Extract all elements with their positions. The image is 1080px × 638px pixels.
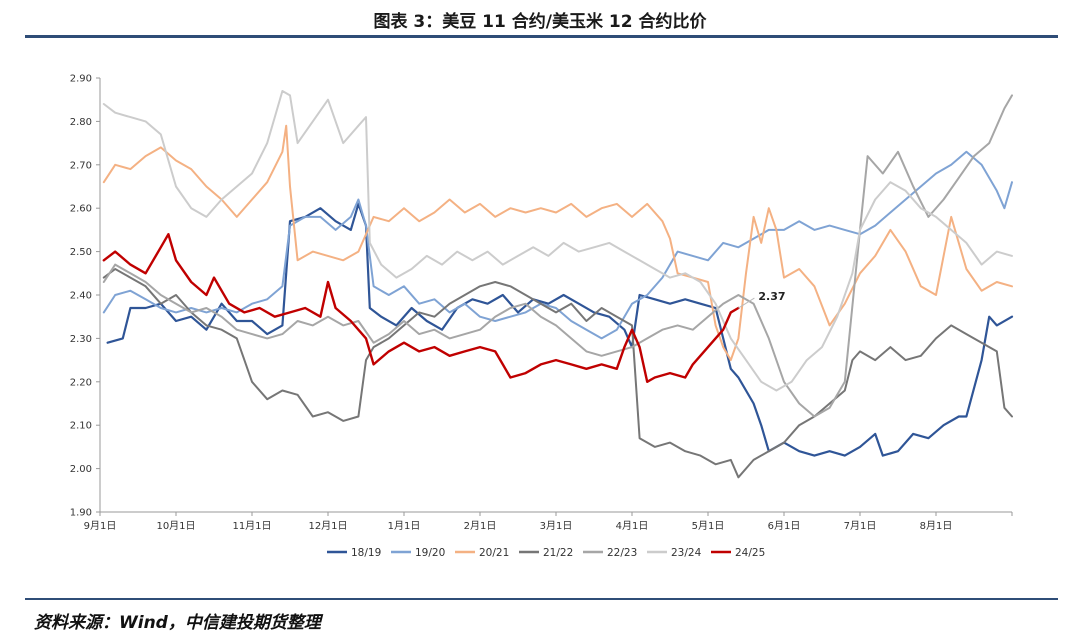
chart-axes: 1.90 2.00 2.10 2.20 2.30 2.40 2.50 2.60 2.70 2.80… [70,74,1013,532]
legend-label: 24/25 [735,547,765,559]
annotation-label: 2.37 [758,290,785,303]
x-tick-label: 11月1日 [232,520,271,532]
legend-label: 23/24 [671,547,702,559]
legend-label: 21/22 [543,547,573,559]
x-tick-label: 3月1日 [540,520,573,532]
series-line-19-20 [102,150,1013,340]
legend-label: 20/21 [479,547,509,559]
y-tick-label: 2.60 [70,204,92,215]
y-tick-label: 2.00 [70,464,92,475]
series-line-18-19 [106,202,1014,457]
x-tick-label: 12月1日 [308,520,347,532]
chart-title: 图表 3：美豆 11 合约/美玉米 12 合约比价 [373,12,707,32]
x-tick-label: 7月1日 [844,520,877,532]
y-tick-label: 2.90 [70,74,92,85]
y-tick-label: 2.10 [70,421,92,432]
x-tick-label: 5月1日 [692,520,725,532]
x-tick-label: 4月1日 [616,520,649,532]
series-line-24-25 [102,233,740,383]
y-tick-label: 2.30 [70,334,92,345]
x-tick-label: 1月1日 [388,520,421,532]
x-tick-label: 9月1日 [84,520,117,532]
y-tick-label: 2.20 [70,377,92,388]
source-note: 资料来源：Wind，中信建投期货整理 [34,613,321,633]
annotation-leader [738,297,755,309]
x-tick-label: 10月1日 [156,520,195,532]
legend-label: 19/20 [415,547,445,559]
y-tick-label: 2.80 [70,117,92,128]
x-tick-label: 8月1日 [920,520,953,532]
series-layer [102,90,1014,479]
y-tick-label: 2.40 [70,291,92,302]
series-line-21-22 [102,268,1013,479]
y-tick-label: 2.70 [70,160,92,171]
source-rule [25,598,1058,600]
series-line-22-23 [102,94,1013,418]
legend-label: 18/19 [351,547,381,559]
x-tick-label: 2月1日 [464,520,497,532]
y-tick-label: 1.90 [70,508,92,519]
annotation-layer: 2.37 [738,290,786,309]
y-tick-label: 2.50 [70,247,92,258]
title-rule [25,35,1058,38]
series-line-23-24 [102,90,1013,392]
legend-label: 22/23 [607,547,637,559]
series-line-20-21 [102,124,1013,362]
x-tick-label: 6月1日 [768,520,801,532]
chart-legend: 18/19 19/20 20/21 21/22 22/23 23/24 24/25 [327,547,765,559]
line-chart: 1.90 2.00 2.10 2.20 2.30 2.40 2.50 2.60 2.70 2.80… [70,74,1014,559]
